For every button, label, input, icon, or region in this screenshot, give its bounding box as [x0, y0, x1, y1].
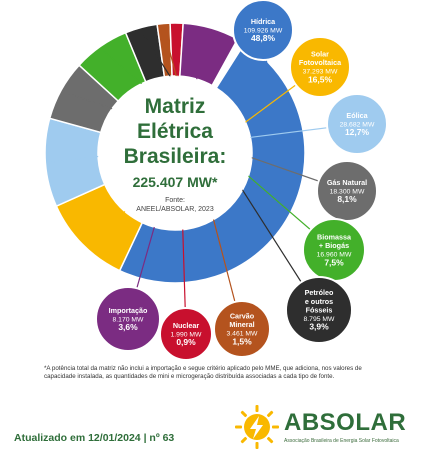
brand-name: ABSOLAR	[284, 409, 407, 436]
bubble-percent-importacao: 3,6%	[118, 322, 138, 332]
bubble-name-carvao-0: Carvão	[230, 312, 255, 321]
bubble-name-hidrica-0: Hídrica	[251, 17, 276, 26]
bubble-circle-nuclear	[159, 307, 213, 361]
bubble-name-carvao-1: Mineral	[229, 320, 254, 329]
bubble-circle-carvao	[213, 300, 271, 358]
bubble-percent-nuclear: 0,9%	[176, 337, 196, 347]
bubble-percent-carvao: 1,5%	[232, 336, 252, 346]
bubble-value-carvao: 3.461 MW	[227, 331, 259, 338]
bubble-percent-solar: 16,5%	[308, 74, 333, 84]
bubble-value-eolica: 28.682 MW	[340, 121, 375, 128]
bubble-value-gas: 18.300 MW	[330, 188, 365, 195]
bubble-circle-eolica	[326, 93, 388, 155]
bubble-name-petroleo-2: Fósseis	[306, 305, 333, 314]
bubble-name-solar-1: Fotovoltaica	[299, 58, 342, 67]
bubble-value-solar: 37.293 MW	[303, 69, 338, 76]
bubble-name-petroleo-0: Petróleo	[305, 288, 334, 297]
bubble-circle-importacao	[95, 286, 161, 352]
absolar-logo: ABSOLAR Associação Brasileira de Energia…	[232, 404, 422, 450]
bubble-circle-solar	[289, 36, 351, 98]
center-title-line-1: Matriz	[145, 95, 206, 118]
bubble-biomassa: Biomassa+ Biogás 16.960 MW7,5%	[302, 218, 366, 282]
center-source: ANEEL/ABSOLAR, 2023	[136, 206, 214, 213]
bubble-name-solar-0: Solar	[311, 50, 329, 59]
center-source-label: Fonte:	[165, 197, 185, 204]
bubble-value-biomassa: 16.960 MW	[317, 252, 352, 259]
bubble-name-gas-0: Gás Natural	[327, 178, 367, 187]
bubble-name-nuclear-0: Nuclear	[173, 321, 200, 330]
bubble-name-eolica-0: Eólica	[346, 111, 368, 120]
bubble-name-importacao-0: Importação	[109, 306, 148, 315]
center-title-line-2: Elétrica	[137, 120, 213, 143]
bubble-name-biomassa-0: Biomassa	[317, 233, 352, 242]
bubble-name-biomassa-1: + Biogás	[319, 241, 349, 250]
sun-bolt-icon	[235, 405, 279, 449]
bubble-value-importacao: 8.170 MW	[113, 316, 145, 323]
center-label: Matriz Elétrica Brasileira: 225.407 MW* …	[124, 95, 227, 213]
bubble-percent-hidrica: 48,8%	[251, 33, 276, 43]
footnote: *A potência total da matriz não inclui a…	[44, 365, 362, 380]
donut-hole	[98, 76, 252, 230]
bubble-percent-gas: 8,1%	[337, 194, 357, 204]
updated-date: Atualizado em 12/01/2024 | nº 63	[14, 432, 175, 444]
bubble-value-nuclear: 1.990 MW	[171, 331, 203, 338]
center-total: 225.407 MW*	[133, 174, 218, 190]
brand-subtitle: Associação Brasileira de Energia Solar F…	[284, 438, 399, 444]
bubble-circle-petroleo	[285, 276, 353, 344]
center-title-line-3: Brasileira:	[124, 145, 227, 168]
bubble-value-petroleo: 8.795 MW	[304, 316, 336, 323]
bubble-percent-eolica: 12,7%	[345, 127, 370, 137]
bubble-percent-biomassa: 7,5%	[324, 257, 344, 267]
bubble-percent-petroleo: 3,9%	[309, 322, 329, 332]
bubble-value-hidrica: 109.926 MW	[244, 27, 283, 34]
bubble-name-petroleo-1: e outros	[305, 297, 333, 306]
bubble-circle-hidrica	[232, 0, 294, 61]
